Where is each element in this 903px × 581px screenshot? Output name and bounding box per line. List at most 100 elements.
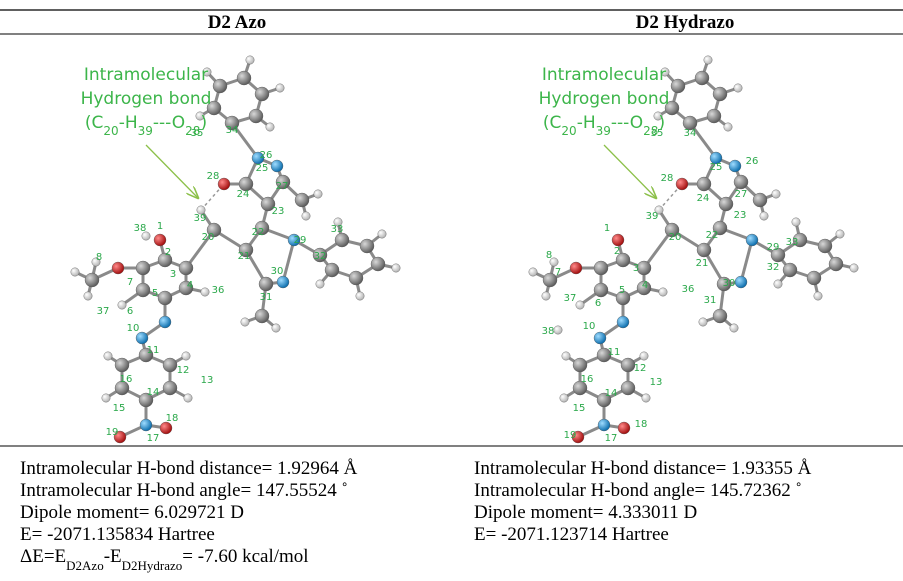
atom (616, 315, 630, 329)
atom (355, 291, 365, 301)
property: Intramolecular H-bond angle= 147.55524 ˚ (20, 480, 348, 501)
atom (806, 270, 822, 286)
atom-label: 29 (294, 235, 307, 246)
atom-label: 37 (564, 293, 577, 304)
atom (791, 217, 801, 227)
atom (660, 67, 670, 77)
atom (718, 196, 734, 212)
property: Intramolecular H-bond distance= 1.93355 … (474, 458, 812, 479)
atom-label: 23 (734, 210, 747, 221)
atom-label: 27 (735, 189, 748, 200)
delta-e-part: = -7.60 kcal/mol (182, 546, 308, 567)
bond (184, 229, 216, 269)
bond (230, 122, 260, 159)
atom (270, 159, 284, 173)
atom (377, 229, 387, 239)
delta-e-part: D2Hydrazo (122, 558, 183, 573)
atom (770, 247, 786, 263)
atom (159, 421, 173, 435)
atom (712, 308, 728, 324)
panel-title: D2 Azo (208, 12, 267, 33)
formula-part: ---O (153, 113, 185, 133)
atom-label: 29 (767, 242, 780, 253)
atom (664, 222, 680, 238)
molecule (528, 55, 859, 444)
atom (114, 380, 130, 396)
atom (664, 100, 680, 116)
atom (703, 55, 713, 65)
bond (642, 229, 674, 269)
atom (596, 347, 612, 363)
atom-label: 33 (786, 237, 799, 248)
annotation-formula: (C20-H39---O28) (543, 113, 665, 138)
atom-label: 5 (619, 285, 625, 296)
atom-label: 2 (614, 246, 620, 257)
atom (712, 86, 728, 102)
atom (240, 317, 250, 327)
atom (183, 393, 193, 403)
formula-part: 28 (643, 124, 658, 138)
atom-label: 23 (272, 206, 285, 217)
atom (245, 55, 255, 65)
formula-part: ) (200, 113, 207, 133)
atom (759, 211, 769, 221)
atom-label: 10 (127, 323, 140, 334)
atom (254, 308, 270, 324)
atom-label: 19 (106, 427, 119, 438)
atom (135, 331, 149, 345)
atom (752, 192, 768, 208)
atom (138, 392, 154, 408)
atom (139, 418, 153, 432)
atom (158, 315, 172, 329)
atom (103, 351, 113, 361)
annotation: Hydrogen bond (539, 89, 670, 109)
atom (206, 100, 222, 116)
atom-label: 2 (165, 247, 171, 258)
atom (301, 211, 311, 221)
molecule (70, 55, 401, 444)
atom (733, 83, 743, 93)
atom (84, 272, 100, 288)
atom-label: 13 (201, 375, 214, 386)
atom (254, 86, 270, 102)
atom (162, 380, 178, 396)
atom (324, 262, 340, 278)
atom (559, 393, 569, 403)
atom (202, 67, 212, 77)
formula-part: -H (577, 113, 596, 133)
atom (91, 257, 101, 267)
formula-part: 20 (561, 124, 576, 138)
atom (817, 238, 833, 254)
atom (782, 262, 798, 278)
atom-label: 38 (134, 223, 147, 234)
atom (334, 232, 350, 248)
atom-label: 12 (177, 365, 190, 376)
atom (206, 222, 222, 238)
atom-label: 3 (170, 269, 176, 280)
atom-label: 14 (147, 387, 160, 398)
atom (117, 300, 127, 310)
atom (70, 267, 80, 277)
atom-label: 16 (120, 374, 133, 385)
atom (359, 238, 375, 254)
atom-label: 34 (226, 125, 239, 136)
atom (593, 260, 609, 276)
delta-e: ΔE=ED2Azo-ED2Hydrazo= -7.60 kcal/mol (20, 546, 309, 573)
atom-label: 35 (191, 128, 204, 139)
atom (541, 291, 551, 301)
atom (275, 174, 291, 190)
atom-label: 12 (634, 363, 647, 374)
atom (636, 280, 652, 296)
atom (716, 276, 732, 292)
atom (849, 263, 859, 273)
atom-label: 25 (710, 162, 723, 173)
atom-label: 7 (555, 267, 561, 278)
atom-label: 4 (642, 280, 648, 291)
atom (620, 357, 636, 373)
atom (271, 323, 281, 333)
annotation: Hydrogen bond (81, 89, 212, 109)
atom (658, 287, 668, 297)
atom (709, 151, 723, 165)
